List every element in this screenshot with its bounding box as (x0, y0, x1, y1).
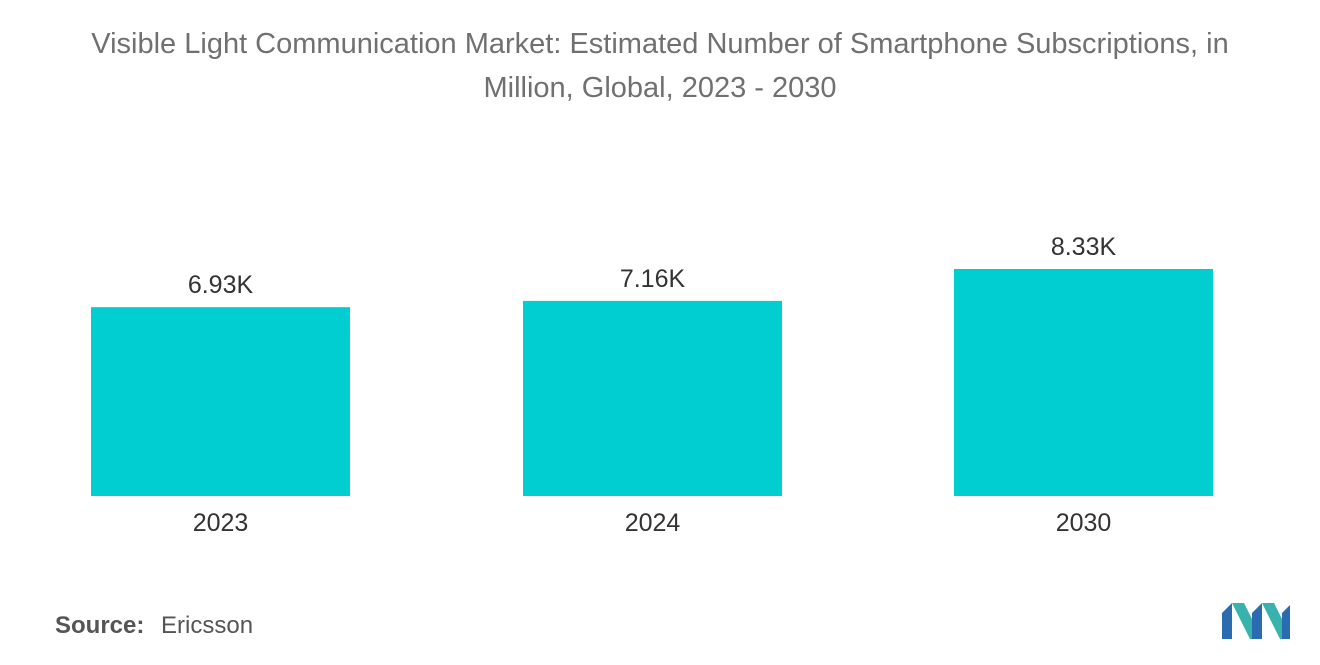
mordor-intelligence-logo-icon (1222, 603, 1290, 639)
chart-title-line-2: Million, Global, 2023 - 2030 (483, 72, 837, 104)
bar-2024 (523, 300, 782, 496)
bar-2030 (954, 269, 1213, 496)
x-tick-label-2024: 2024 (625, 509, 681, 537)
chart-title: Visible Light Communication Market: Esti… (20, 22, 1300, 110)
chart-title-line-1: Visible Light Communication Market: Esti… (91, 28, 1229, 60)
source-value: Ericsson (161, 612, 254, 639)
x-tick-label-2030: 2030 (1056, 509, 1112, 537)
data-label-2024: 7.16K (620, 265, 686, 293)
source-label: Source: (55, 612, 145, 639)
x-tick-label-2023: 2023 (193, 509, 249, 537)
source-note: Source: Ericsson (55, 612, 253, 640)
data-label-2023: 6.93K (188, 271, 254, 299)
data-label-2030: 8.33K (1051, 233, 1117, 261)
bar-2023 (91, 307, 350, 496)
bar-chart: 6.93K 2023 7.16K 2024 8.33K 2030 (91, 233, 1213, 537)
